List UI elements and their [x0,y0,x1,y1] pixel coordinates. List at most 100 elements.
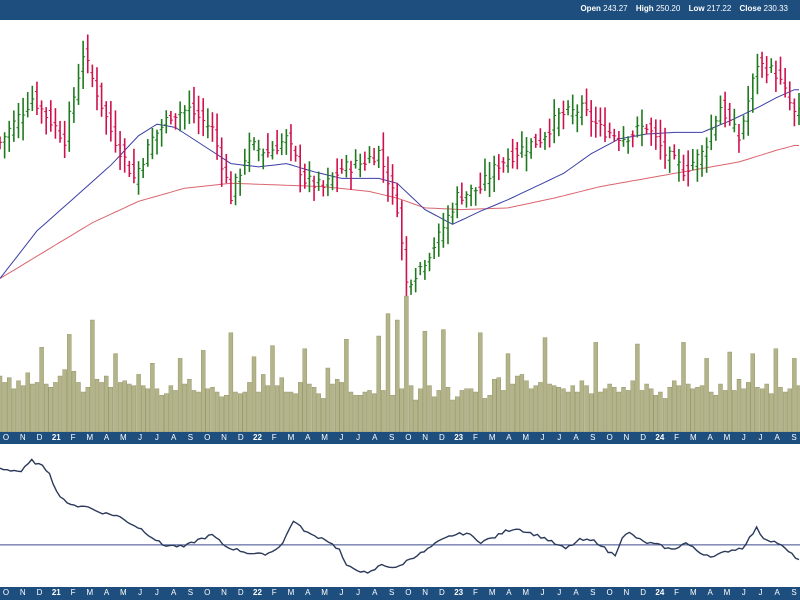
x-tick-label: S [388,433,395,442]
volume-bar [330,383,335,432]
x-tick-label: 21 [51,588,61,597]
volume-bar [113,353,118,432]
volume-bar [676,385,682,432]
volume-bar [293,393,298,432]
x-tick-label: J [339,588,344,597]
x-tick-label: M [86,433,94,442]
x-tick-label: 22 [253,588,262,597]
volume-bar [492,379,497,432]
x-tick-label: N [422,588,429,597]
volume-bar [699,385,705,432]
volume-bar [621,387,626,432]
x-tick-label: M [287,433,295,442]
x-tick-label: A [774,433,780,442]
volume-bar [274,385,280,432]
x-tick-label: O [405,433,412,442]
x-tick-label: J [138,588,143,597]
x-tick-label: M [120,588,127,597]
x-tick-label: O [2,588,10,597]
high-value: 250.20 [655,4,681,13]
volume-bar [496,377,501,432]
volume-bar [168,385,174,432]
indicator-pane [0,458,800,574]
volume-bar [686,383,691,432]
volume-bar [44,383,49,432]
x-tick-label: O [204,433,211,442]
volume-bar [395,319,400,432]
x-tick-label: A [707,588,713,597]
volume-bar [718,383,723,432]
volume-bar [441,329,446,432]
volume-bar [413,399,418,432]
x-tick-label: M [321,433,328,442]
x-tick-label: D [36,433,43,442]
open-value: 243.27 [603,4,628,13]
x-tick-label: N [422,433,429,442]
x-tick-label: 24 [655,588,665,597]
volume-bar [445,387,451,432]
x-tick-label: D [439,588,445,597]
volume-bar [533,385,538,432]
moving-average-short-line [0,89,799,279]
volume-bar [644,383,649,432]
volume-bar [782,391,788,432]
x-tick-label: M [488,588,496,597]
volume-bar [335,379,340,432]
x-tick-label: 23 [454,588,464,597]
x-tick-label: A [103,433,110,442]
x-tick-label: D [36,588,43,597]
volume-bar [362,391,368,432]
volume-bar [48,387,53,432]
x-tick-label: J [758,433,763,442]
x-tick-label: N [221,588,227,597]
volume-bar [358,395,363,432]
x-tick-label: M [522,433,530,442]
volume-bar [371,393,377,432]
volume-bar [270,345,275,432]
volume-bar [39,347,44,432]
volume-bar [210,387,215,432]
volume-bar [288,391,294,432]
x-tick-label: J [339,433,344,442]
x-tick-label: F [674,588,680,597]
volume-bar [796,385,800,432]
volume-pane [0,295,800,432]
volume-bar [307,383,312,432]
x-tick-label: M [120,433,127,442]
volume-bar [422,331,428,432]
volume-bar [473,391,478,432]
x-tick-label: D [237,433,244,442]
x-tick-label: N [19,588,26,597]
volume-bar [376,335,381,432]
volume-bar [750,353,755,432]
x-tick-label: J [557,588,562,597]
volume-bar [265,385,271,432]
volume-bar [556,387,561,432]
x-tick-label: A [506,433,512,442]
x-tick-label: A [372,588,378,597]
volume-bar [607,383,612,432]
volume-bar [385,313,391,432]
volume-bar [0,375,3,432]
x-tick-label: J [741,588,746,597]
quote-readout: Open 243.27 High 250.20 Low 217.22 Close… [580,4,794,13]
volume-bar [487,395,492,432]
x-tick-label: O [606,588,613,597]
volume-bar [542,337,548,432]
low-label: Low [688,4,705,13]
volume-bar [427,385,432,432]
x-tick-label: J [356,588,361,597]
volume-bar [131,385,137,432]
volume-bar [316,393,321,432]
x-tick-label: S [791,433,797,442]
time-axis-indicator: O N D 21 F M A M J J A S O N D 22 F M A M J J A S O N D 23 F M A M J J A S O… [0,587,800,600]
x-tick-label: F [70,433,76,442]
x-tick-label: J [557,433,562,442]
x-tick-label: F [271,433,277,442]
volume-bar [279,377,284,432]
x-tick-label: A [305,588,311,597]
volume-bar [713,395,719,432]
x-tick-label: A [170,433,177,442]
x-tick-label: 21 [51,433,61,442]
x-tick-label: N [623,433,630,442]
